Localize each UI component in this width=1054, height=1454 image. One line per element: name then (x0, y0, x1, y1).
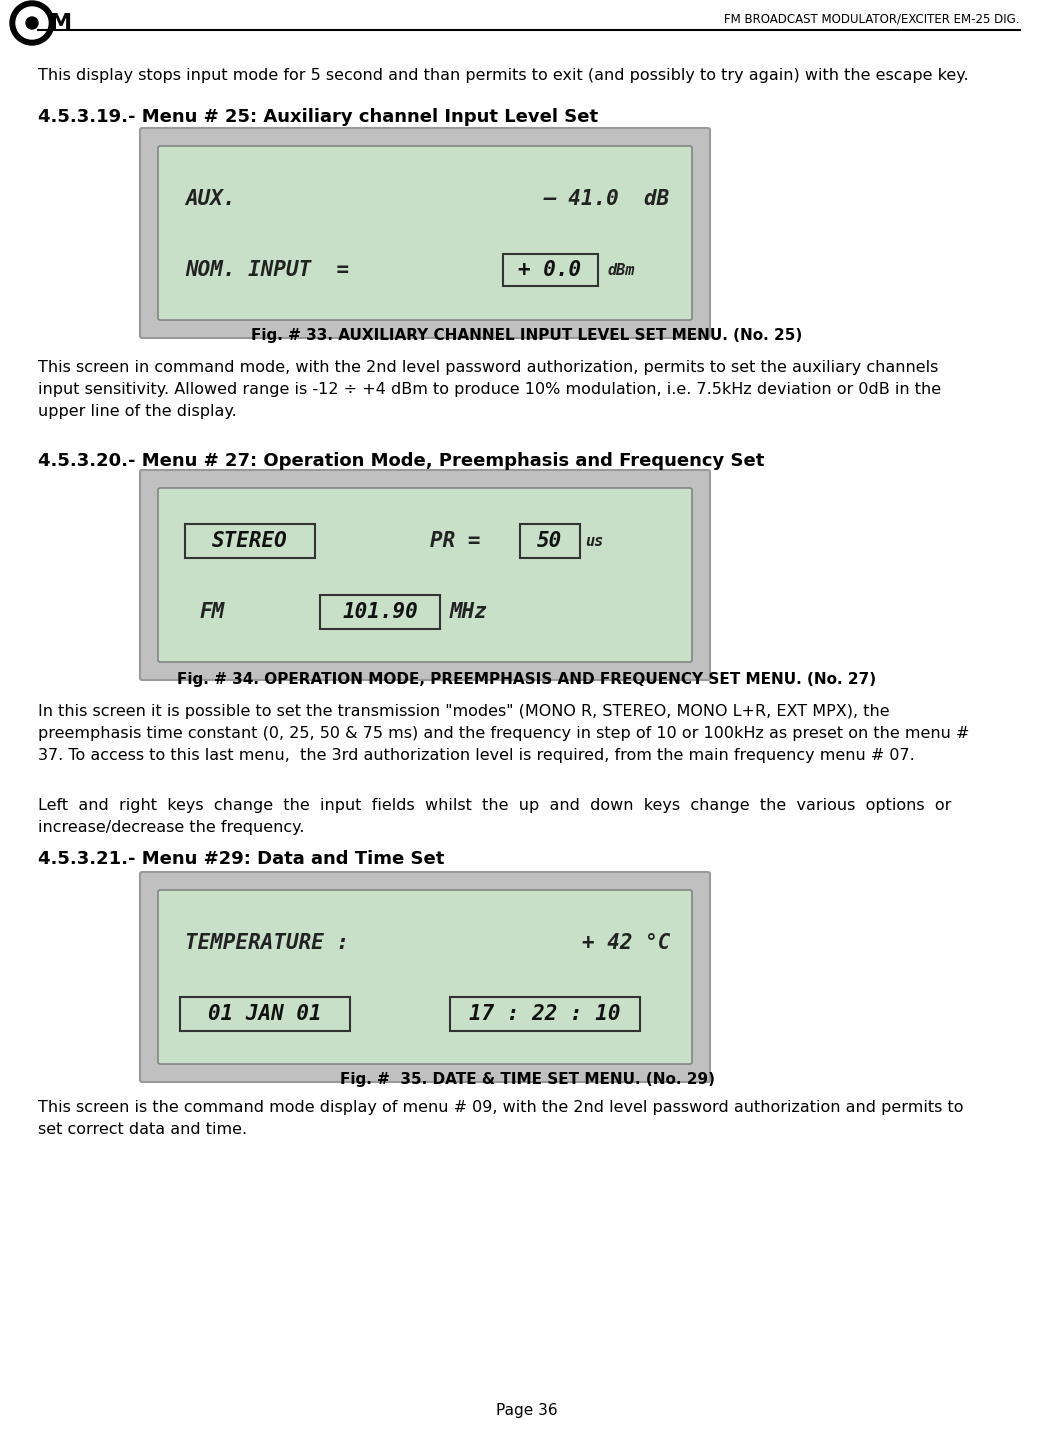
Text: PR =: PR = (430, 531, 481, 551)
Text: Page 36: Page 36 (496, 1403, 558, 1418)
Text: Fig. # 33. AUXILIARY CHANNEL INPUT LEVEL SET MENU. (No. 25): Fig. # 33. AUXILIARY CHANNEL INPUT LEVEL… (251, 329, 803, 343)
Bar (180, 997, 350, 1031)
Text: AUX.: AUX. (186, 189, 235, 209)
Text: preemphasis time constant (0, 25, 50 & 75 ms) and the frequency in step of 10 or: preemphasis time constant (0, 25, 50 & 7… (38, 726, 970, 742)
Text: us: us (585, 534, 603, 548)
Text: Fig. #  35. DATE & TIME SET MENU. (No. 29): Fig. # 35. DATE & TIME SET MENU. (No. 29… (339, 1072, 715, 1088)
Text: – 41.0  dB: – 41.0 dB (544, 189, 670, 209)
Text: M: M (50, 13, 72, 33)
Text: Left  and  right  keys  change  the  input  fields  whilst  the  up  and  down  : Left and right keys change the input fie… (38, 798, 952, 813)
Text: FM: FM (200, 602, 226, 622)
Text: + 0.0: + 0.0 (519, 260, 582, 281)
Circle shape (9, 1, 54, 45)
Text: Fig. # 34. OPERATION MODE, PREEMPHASIS AND FREQUENCY SET MENU. (No. 27): Fig. # 34. OPERATION MODE, PREEMPHASIS A… (177, 672, 877, 686)
Bar (186, 523, 315, 558)
Text: + 42 °C: + 42 °C (582, 933, 670, 952)
Bar (320, 595, 440, 630)
Text: This display stops input mode for 5 second and than permits to exit (and possibl: This display stops input mode for 5 seco… (38, 68, 969, 83)
Bar (450, 997, 640, 1031)
FancyBboxPatch shape (140, 470, 710, 680)
Text: input sensitivity. Allowed range is -12 ÷ +4 dBm to produce 10% modulation, i.e.: input sensitivity. Allowed range is -12 … (38, 382, 941, 397)
Text: 4.5.3.19.- Menu # 25: Auxiliary channel Input Level Set: 4.5.3.19.- Menu # 25: Auxiliary channel … (38, 108, 598, 126)
Text: MHz: MHz (450, 602, 488, 622)
Text: 37. To access to this last menu,  the 3rd authorization level is required, from : 37. To access to this last menu, the 3rd… (38, 747, 915, 763)
Text: STEREO: STEREO (212, 531, 288, 551)
FancyBboxPatch shape (158, 145, 692, 320)
FancyBboxPatch shape (158, 489, 692, 662)
Circle shape (26, 17, 38, 29)
Text: 01 JAN 01: 01 JAN 01 (209, 1005, 321, 1025)
FancyBboxPatch shape (140, 872, 710, 1082)
Bar (520, 523, 580, 558)
Text: TEMPERATURE :: TEMPERATURE : (186, 933, 349, 952)
Text: This screen in command mode, with the 2nd level password authorization, permits : This screen in command mode, with the 2n… (38, 361, 938, 375)
Text: This screen is the command mode display of menu # 09, with the 2nd level passwor: This screen is the command mode display … (38, 1101, 963, 1115)
Text: dBm: dBm (608, 263, 636, 278)
Text: 101.90: 101.90 (343, 602, 417, 622)
Text: upper line of the display.: upper line of the display. (38, 404, 237, 419)
Text: set correct data and time.: set correct data and time. (38, 1122, 247, 1137)
FancyBboxPatch shape (158, 890, 692, 1064)
Text: In this screen it is possible to set the transmission "modes" (MONO R, STEREO, M: In this screen it is possible to set the… (38, 704, 890, 718)
Text: 4.5.3.21.- Menu #29: Data and Time Set: 4.5.3.21.- Menu #29: Data and Time Set (38, 851, 445, 868)
Text: FM BROADCAST MODULATOR/EXCITER EM-25 DIG.: FM BROADCAST MODULATOR/EXCITER EM-25 DIG… (724, 12, 1020, 25)
FancyBboxPatch shape (140, 128, 710, 337)
Bar (503, 254, 598, 286)
Circle shape (16, 7, 48, 39)
Text: increase/decrease the frequency.: increase/decrease the frequency. (38, 820, 305, 835)
Text: 17 : 22 : 10: 17 : 22 : 10 (469, 1005, 621, 1025)
Text: 50: 50 (538, 531, 563, 551)
Text: 4.5.3.20.- Menu # 27: Operation Mode, Preemphasis and Frequency Set: 4.5.3.20.- Menu # 27: Operation Mode, Pr… (38, 452, 764, 470)
Text: NOM. INPUT  =: NOM. INPUT = (186, 260, 349, 281)
